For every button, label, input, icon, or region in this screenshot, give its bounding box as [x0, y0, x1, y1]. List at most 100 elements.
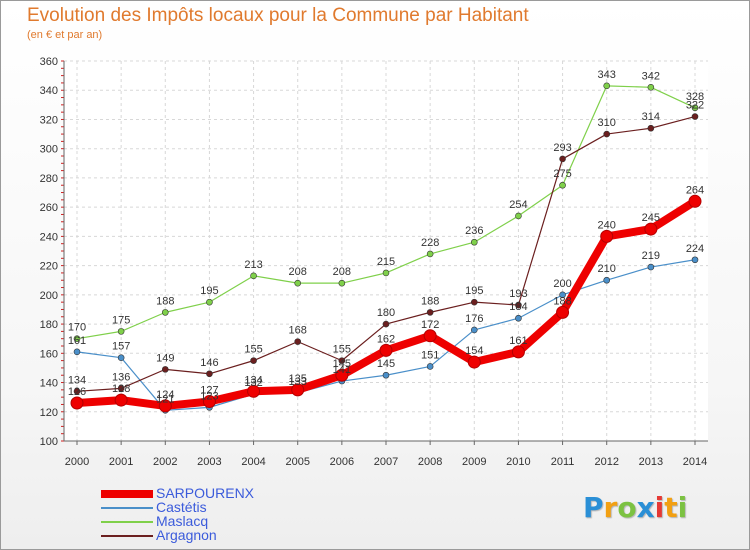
x-tick-label: 2003	[197, 456, 221, 468]
data-label: 219	[642, 250, 660, 262]
y-tick-label: 260	[40, 202, 58, 214]
data-point	[161, 309, 169, 316]
x-tick-label: 2005	[285, 456, 309, 468]
data-label: 154	[465, 345, 483, 357]
x-tick-label: 2014	[683, 456, 707, 468]
data-point	[603, 130, 611, 138]
data-label: 342	[642, 70, 660, 82]
data-point	[202, 395, 216, 409]
logo-letter: P	[583, 491, 604, 524]
data-label: 155	[333, 344, 351, 356]
data-label: 293	[553, 142, 571, 154]
y-tick-label: 200	[40, 290, 58, 302]
data-label: 210	[598, 263, 616, 275]
data-point	[603, 276, 611, 284]
data-label: 200	[553, 278, 571, 290]
data-label: 141	[333, 364, 351, 376]
legend-swatch	[101, 535, 153, 537]
proxiti-logo: Proxiti	[583, 491, 687, 524]
legend-swatch	[101, 521, 153, 523]
data-label: 188	[421, 295, 439, 307]
x-tick-label: 2010	[506, 456, 530, 468]
data-point	[426, 363, 434, 370]
x-tick-label: 2006	[330, 456, 354, 468]
chart-title: Evolution des Impôts locaux pour la Comm…	[27, 5, 529, 26]
data-point	[73, 388, 81, 395]
data-label: 134	[68, 374, 86, 386]
data-label: 264	[686, 184, 704, 196]
data-point	[600, 229, 614, 243]
data-point	[114, 393, 128, 407]
data-point	[294, 338, 302, 345]
data-label: 215	[377, 256, 395, 268]
data-point	[117, 385, 125, 392]
data-label: 180	[377, 307, 395, 319]
data-label: 343	[598, 69, 616, 81]
legend-item: Castétis	[101, 500, 321, 515]
data-point	[73, 335, 81, 342]
data-label: 134	[244, 374, 262, 386]
data-label: 188	[553, 295, 571, 307]
logo-letter: i	[677, 491, 688, 524]
data-label: 170	[68, 322, 86, 334]
data-label: 157	[112, 341, 130, 353]
legend-label: SARPOURENX	[156, 485, 255, 501]
data-label: 245	[642, 212, 660, 224]
legend-swatch	[101, 490, 153, 498]
data-point	[515, 301, 522, 309]
data-label: 275	[553, 168, 571, 180]
data-label: 135	[289, 373, 307, 385]
data-point	[470, 326, 478, 334]
x-tick-label: 2007	[374, 456, 398, 468]
data-point	[294, 279, 302, 287]
data-point	[559, 291, 566, 299]
data-label: 126	[68, 386, 86, 398]
data-point	[73, 348, 81, 356]
x-tick-label: 2004	[241, 456, 265, 468]
logo-letter: r	[603, 491, 618, 524]
data-label: 195	[200, 285, 218, 297]
y-tick-label: 160	[40, 348, 58, 360]
data-label: 136	[112, 371, 130, 383]
chart-legend: SARPOURENX Castétis Maslacq Argagnon	[101, 485, 321, 543]
data-label: 224	[686, 243, 704, 255]
logo-letter: x	[636, 491, 655, 524]
legend-item: SARPOURENX	[101, 485, 321, 501]
data-point	[382, 269, 390, 277]
data-label: 161	[68, 335, 86, 347]
y-tick-label: 180	[40, 319, 58, 331]
data-point	[250, 357, 257, 364]
x-tick-label: 2001	[109, 456, 133, 468]
x-tick-label: 2009	[462, 456, 486, 468]
data-point	[158, 399, 172, 413]
data-label: 213	[244, 259, 262, 271]
logo-letter: t	[664, 491, 678, 524]
data-label: 168	[289, 325, 307, 337]
data-point	[426, 309, 434, 316]
data-point	[691, 256, 699, 264]
data-point	[647, 124, 655, 132]
data-label: 145	[333, 358, 351, 370]
data-label: 184	[509, 301, 527, 313]
y-tick-label: 320	[40, 114, 58, 126]
data-label: 240	[598, 219, 616, 231]
x-tick-label: 2011	[551, 456, 575, 468]
data-label: 328	[686, 91, 704, 103]
legend-item: Maslacq	[101, 514, 321, 529]
data-label: 254	[509, 199, 527, 211]
logo-letter: o	[617, 491, 637, 524]
data-point	[688, 194, 702, 208]
data-label: 127	[200, 385, 218, 397]
data-point	[647, 84, 655, 91]
data-point	[335, 368, 349, 382]
data-point	[467, 355, 481, 369]
data-point	[250, 272, 257, 280]
data-label: 314	[642, 111, 660, 123]
legend-item: Argagnon	[101, 528, 321, 543]
data-point	[247, 384, 261, 398]
data-label: 123	[200, 390, 218, 402]
data-label: 128	[112, 383, 130, 395]
data-label: 151	[421, 349, 439, 361]
data-point	[423, 329, 437, 343]
